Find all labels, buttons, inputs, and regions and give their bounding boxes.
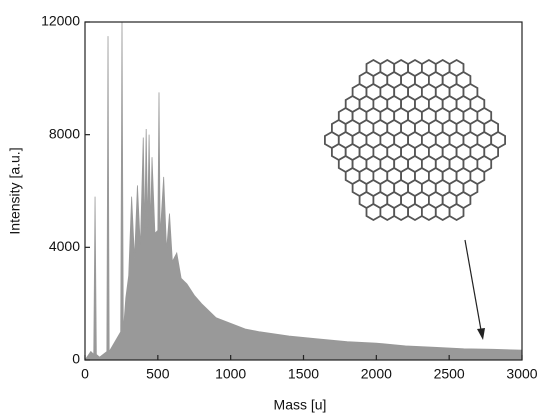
y-axis-label: Intensity [a.u.] (7, 147, 23, 234)
hexagon (490, 130, 507, 150)
y-tick-label: 4000 (49, 238, 80, 254)
x-tick-label: 2500 (434, 366, 465, 382)
x-tick-label: 2000 (361, 366, 392, 382)
x-tick-label: 500 (146, 366, 170, 382)
y-tick-label: 8000 (49, 125, 80, 141)
x-axis-label: Mass [u] (274, 397, 327, 413)
x-tick-label: 1000 (215, 366, 246, 382)
y-tick-label: 0 (72, 351, 80, 367)
x-tick-label: 1500 (288, 366, 319, 382)
spectrum (84, 21, 523, 361)
x-tick-label: 3000 (506, 366, 537, 382)
y-tick-label: 12000 (41, 13, 80, 29)
molecule-inset (323, 58, 507, 222)
arrow (464, 239, 482, 331)
x-tick-label: 0 (81, 366, 89, 382)
arrow-head (477, 328, 485, 340)
